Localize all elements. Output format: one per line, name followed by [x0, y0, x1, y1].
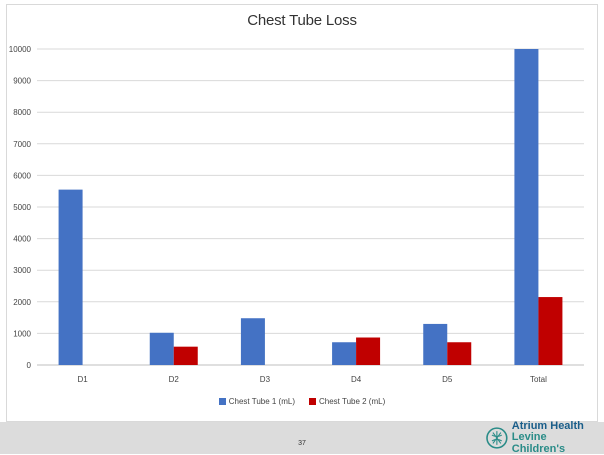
y-tick-label: 3000	[13, 266, 31, 275]
y-tick-label: 5000	[13, 203, 31, 212]
x-tick-label: D5	[442, 375, 453, 384]
atrium-health-logo-icon	[486, 427, 508, 449]
chart-frame	[6, 4, 598, 422]
brand-name: Atrium Health	[511, 419, 584, 432]
page-number: 37	[298, 440, 306, 447]
bar-chest-tube-2-d5	[447, 342, 472, 365]
y-tick-label: 6000	[13, 171, 31, 180]
bar-chest-tube-1-d4	[332, 342, 357, 365]
legend-label-series-1: Chest Tube 1 (mL)	[228, 397, 295, 406]
brand-text: Atrium Health Levine Children's	[511, 419, 602, 455]
chart-legend: Chest Tube 1 (mL) Chest Tube 2 (mL)	[0, 397, 604, 406]
y-tick-label: 4000	[13, 235, 31, 244]
bar-chest-tube-2-d2	[173, 346, 198, 365]
y-tick-label: 9000	[13, 77, 31, 86]
slide-footer: 37 Atrium Health Levine Children's	[0, 420, 604, 455]
y-tick-label: 7000	[13, 140, 31, 149]
legend-swatch-series-1	[218, 398, 226, 405]
bar-chest-tube-2-d4	[356, 337, 381, 365]
x-tick-label: D1	[77, 375, 88, 384]
y-tick-label: 10000	[9, 45, 32, 54]
bar-chest-tube-1-d2	[149, 332, 174, 365]
bar-chest-tube-1-d3	[240, 318, 265, 365]
x-tick-label: D2	[169, 375, 180, 384]
legend-item-series-2: Chest Tube 2 (mL)	[309, 397, 385, 406]
bar-chest-tube-1-total	[514, 49, 539, 365]
bar-chest-tube-2-total	[538, 297, 563, 365]
chart-title: Chest Tube Loss	[247, 12, 357, 29]
y-tick-label: 1000	[13, 329, 31, 338]
bar-chest-tube-1-d5	[423, 323, 448, 365]
y-tick-label: 8000	[13, 108, 31, 117]
x-tick-label: D4	[351, 375, 362, 384]
brand-logo-lockup: Atrium Health Levine Children's	[486, 420, 602, 455]
legend-swatch-series-2	[309, 398, 316, 405]
y-tick-label: 2000	[13, 298, 31, 307]
x-tick-label: Total	[530, 375, 547, 384]
legend-label-series-2: Chest Tube 2 (mL)	[319, 397, 386, 406]
legend-item-series-1: Chest Tube 1 (mL)	[218, 397, 295, 406]
x-tick-label: D3	[260, 375, 271, 384]
bar-chest-tube-1-d1	[58, 189, 83, 365]
y-tick-label: 0	[27, 361, 32, 370]
brand-subname: Levine Children's	[511, 431, 566, 455]
